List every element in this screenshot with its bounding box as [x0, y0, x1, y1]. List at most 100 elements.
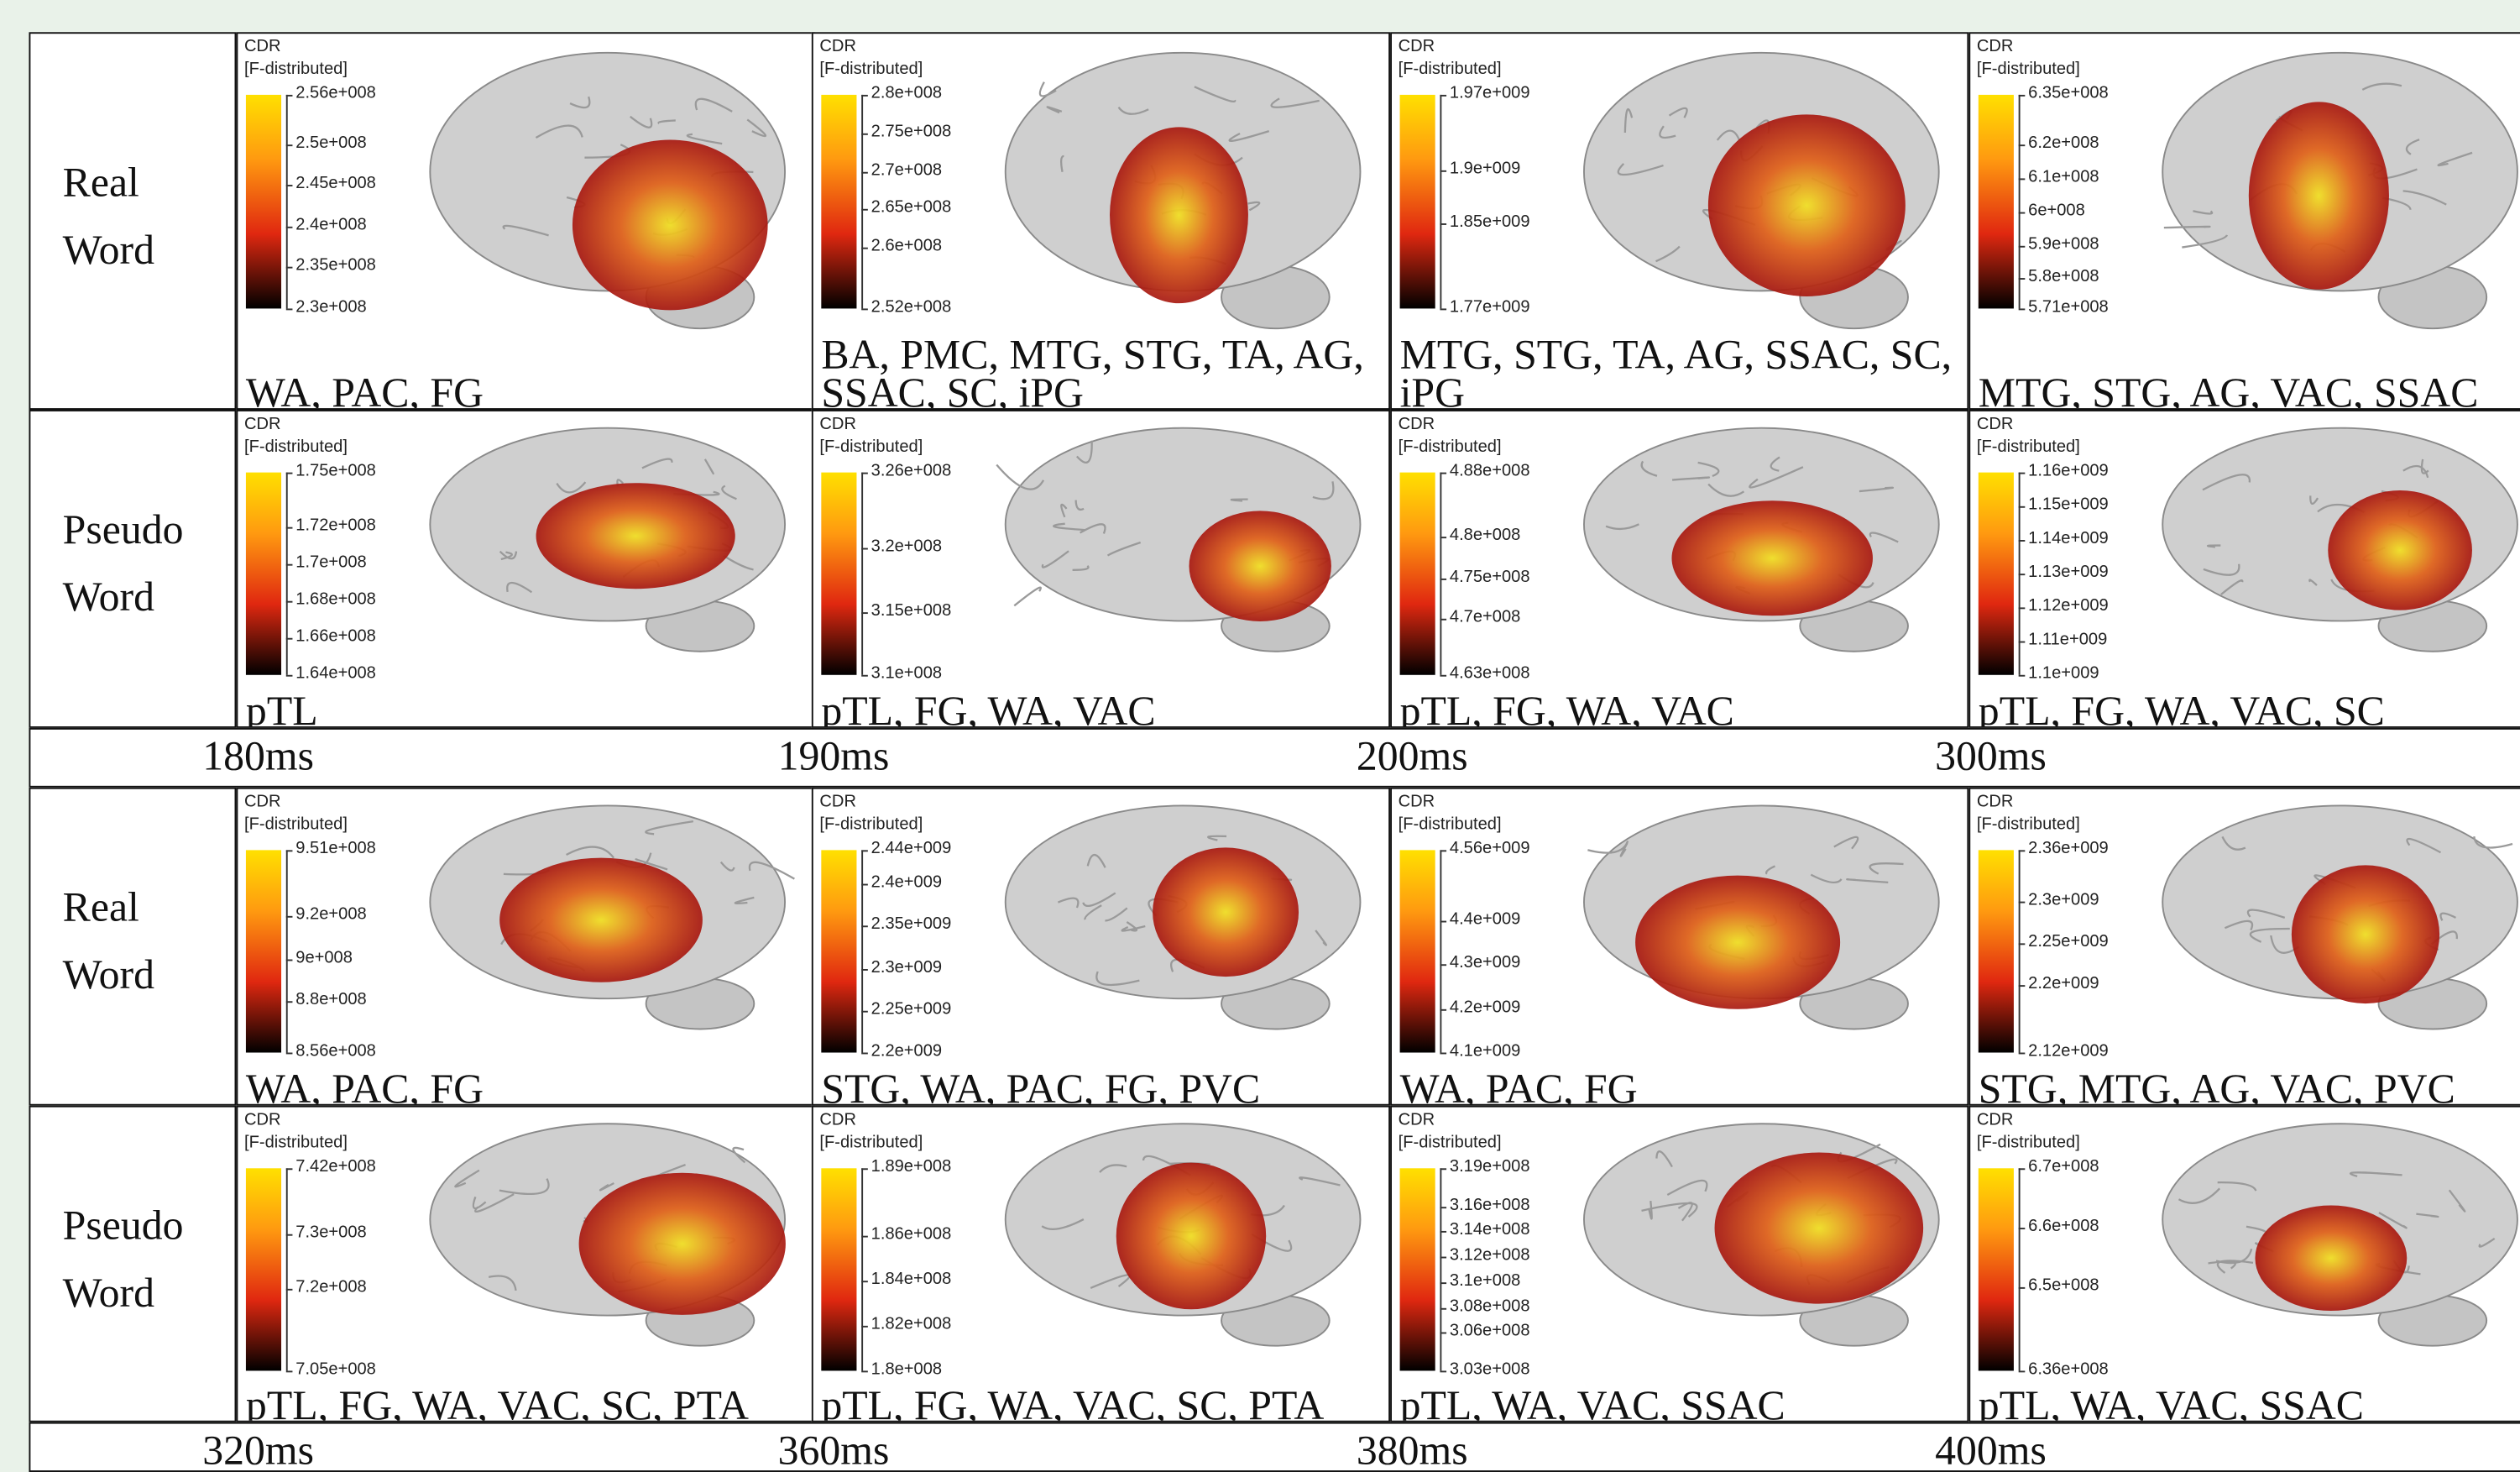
- colorbar-tick-label: 6.36e+008: [2028, 1359, 2109, 1379]
- colorbar-tick-label: 2.36e+009: [2028, 839, 2109, 858]
- colorbar-tick-label: 6.7e+008: [2028, 1157, 2099, 1176]
- colorbar-tick-label: 1.16e+009: [2028, 461, 2109, 480]
- colorbar-tick: [286, 959, 293, 961]
- colorbar-tick: [2019, 279, 2026, 280]
- colorbar-tick-label: 3.08e+008: [1450, 1297, 1530, 1316]
- colorbar: [1979, 850, 2014, 1052]
- colorbar-tick: [861, 171, 868, 173]
- brain-image: [415, 795, 800, 1049]
- cdr-label: CDR: [244, 415, 281, 434]
- colorbar-tick: [2019, 574, 2026, 575]
- colorbar-tick-label: 1.15e+009: [2028, 495, 2109, 514]
- colorbar-bracket: [2019, 1168, 2021, 1370]
- colorbar-tick-label: 1.72e+008: [295, 516, 376, 536]
- colorbar-tick: [286, 564, 293, 566]
- activation: [1110, 127, 1248, 303]
- colorbar-tick-label: 4.1e+009: [1450, 1041, 1520, 1061]
- scale-label: [F-distributed]: [244, 1133, 348, 1152]
- colorbar-tick: [1440, 95, 1446, 97]
- brain-image: [1569, 40, 1954, 354]
- cdr-label: CDR: [1977, 37, 2014, 56]
- scale-label: [F-distributed]: [1399, 437, 1502, 457]
- colorbar: [1400, 95, 1435, 309]
- colorbar-tick: [861, 850, 868, 851]
- colorbar-tick: [2019, 642, 2026, 643]
- row-label-cell: Pseudo Word: [29, 1106, 236, 1422]
- colorbar-bracket: [1440, 473, 1441, 675]
- time-label: 200ms: [1357, 733, 1468, 781]
- colorbar-tick-label: 9.51e+008: [295, 839, 376, 858]
- colorbar-tick-label: 1.84e+008: [871, 1270, 952, 1289]
- cdr-label: CDR: [819, 415, 856, 434]
- colorbar-tick: [2019, 1370, 2026, 1372]
- colorbar-tick: [1440, 1282, 1446, 1284]
- region-list: pTL, FG, WA, VAC, SC, PTA: [246, 1387, 802, 1422]
- region-list: WA, PAC, FG: [246, 1071, 802, 1106]
- brain-image: [990, 40, 1375, 354]
- brain-image: [990, 1113, 1375, 1365]
- cdr-label: CDR: [1399, 37, 1435, 56]
- colorbar-tick-label: 3.14e+008: [1450, 1220, 1530, 1239]
- activation: [1671, 500, 1872, 616]
- colorbar-bracket: [1440, 850, 1441, 1052]
- colorbar-tick-label: 3.03e+008: [1450, 1359, 1530, 1379]
- colorbar: [246, 1168, 281, 1370]
- colorbar-tick-label: 6.35e+008: [2028, 84, 2109, 103]
- brain-image: [990, 418, 1375, 672]
- colorbar-tick: [286, 227, 293, 228]
- gyrus: [1014, 588, 1041, 606]
- colorbar-tick-label: 2.35e+009: [871, 914, 952, 934]
- colorbar-tick: [2019, 675, 2026, 677]
- cdr-label: CDR: [819, 1110, 856, 1129]
- colorbar-tick: [286, 1168, 293, 1170]
- colorbar-tick: [861, 926, 868, 928]
- colorbar-tick-label: 3.2e+008: [871, 537, 942, 557]
- colorbar-tick-label: 4.7e+008: [1450, 607, 1520, 626]
- colorbar-tick: [861, 1370, 868, 1372]
- colorbar-tick-label: 4.4e+009: [1450, 909, 1520, 929]
- colorbar-tick: [861, 1168, 868, 1170]
- colorbar: [246, 473, 281, 675]
- colorbar-tick-label: 2.45e+008: [295, 174, 376, 193]
- colorbar-tick: [861, 1281, 868, 1282]
- colorbar-tick: [2019, 901, 2026, 903]
- brain-panel: CDR[F-distributed]2.56e+0082.5e+0082.45e…: [236, 32, 814, 410]
- brain-panel: CDR[F-distributed]1.75e+0081.72e+0081.7e…: [236, 410, 814, 728]
- colorbar-tick-label: 3.16e+008: [1450, 1195, 1530, 1214]
- colorbar-tick-label: 5.71e+008: [2028, 297, 2109, 317]
- colorbar-tick: [861, 308, 868, 310]
- colorbar-tick: [286, 601, 293, 603]
- colorbar-tick: [1440, 1333, 1446, 1334]
- colorbar-tick: [1440, 1307, 1446, 1309]
- colorbar-tick: [1440, 1207, 1446, 1208]
- time-label: 320ms: [202, 1427, 314, 1472]
- colorbar-tick: [861, 473, 868, 474]
- region-list: pTL, WA, VAC, SSAC: [1400, 1387, 1956, 1422]
- region-list: pTL, WA, VAC, SSAC: [1979, 1387, 2520, 1422]
- scale-label: [F-distributed]: [1977, 60, 2080, 79]
- colorbar-tick-label: 4.75e+008: [1450, 567, 1530, 586]
- colorbar-tick: [286, 1289, 293, 1291]
- colorbar-tick-label: 1.8e+008: [871, 1359, 942, 1379]
- brain-panel: CDR[F-distributed]4.88e+0084.8e+0084.75e…: [1390, 410, 1968, 728]
- colorbar-tick: [861, 1010, 868, 1012]
- colorbar-tick-label: 2.65e+008: [871, 198, 952, 217]
- colorbar-tick: [2019, 178, 2026, 180]
- colorbar-tick-label: 3.12e+008: [1450, 1245, 1530, 1265]
- cdr-label: CDR: [1399, 792, 1435, 811]
- colorbar-tick: [286, 638, 293, 640]
- region-list: BA, PMC, MTG, STG, TA, AG, SSAC, SC, iPG: [821, 336, 1377, 410]
- colorbar-bracket: [286, 1168, 288, 1370]
- activation: [2328, 490, 2472, 610]
- brain-image: [1569, 1113, 1954, 1365]
- colorbar-tick: [861, 95, 868, 97]
- scale-label: [F-distributed]: [1977, 437, 2080, 457]
- colorbar-bracket: [861, 95, 863, 309]
- colorbar-tick: [861, 1053, 868, 1055]
- row-label: Real Word: [63, 149, 191, 284]
- activation: [536, 483, 735, 589]
- colorbar-tick-label: 6.6e+008: [2028, 1217, 2099, 1236]
- colorbar-tick: [861, 611, 868, 613]
- colorbar-tick-label: 6.1e+008: [2028, 167, 2099, 186]
- colorbar-tick: [2019, 308, 2026, 310]
